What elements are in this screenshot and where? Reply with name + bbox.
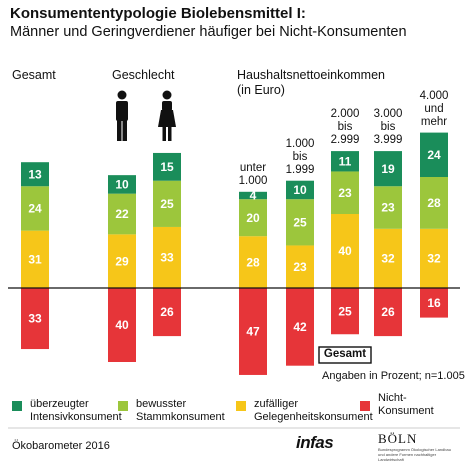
- bar-segment: [239, 288, 267, 375]
- chart-subtitle: Männer und Geringverdiener häufiger bei …: [10, 24, 407, 40]
- legend-swatch: [12, 401, 22, 411]
- bar-segment: [21, 162, 49, 187]
- data-label: 32: [427, 252, 441, 266]
- bar-segment: [286, 288, 314, 366]
- data-label: 23: [293, 260, 307, 274]
- bar-segment: [420, 177, 448, 229]
- legend-label: bewusster Stammkonsument: [136, 398, 225, 423]
- data-label: 23: [338, 186, 352, 200]
- x-tick-label: 1.000 bis 1.999: [285, 137, 315, 176]
- group-label: Geschlecht: [112, 68, 175, 82]
- data-label: 28: [246, 255, 260, 269]
- bar-segment: [21, 288, 49, 350]
- group-label: Gesamt: [12, 68, 56, 82]
- bar-segment: [108, 175, 136, 194]
- data-label: 26: [160, 305, 174, 319]
- legend-swatch: [360, 401, 370, 411]
- x-tick-label: 2.000 bis 2.999: [330, 108, 360, 147]
- data-label: 19: [381, 162, 395, 176]
- data-label: 26: [381, 305, 395, 319]
- bar-segment: [286, 199, 314, 246]
- logo-infas: infas: [296, 433, 334, 452]
- bar-segment: [420, 132, 448, 177]
- legend-label: überzeugter Intensivkonsument: [30, 398, 122, 423]
- data-label: 15: [160, 160, 174, 174]
- data-label: 16: [427, 296, 441, 310]
- data-label: 40: [115, 318, 129, 332]
- bar-segment: [153, 288, 181, 337]
- data-label: 29: [115, 254, 129, 268]
- data-label: 24: [427, 148, 441, 162]
- bar-segment: [153, 180, 181, 227]
- bar-segment: [21, 186, 49, 231]
- bar-segment: [108, 193, 136, 235]
- icon-man: [116, 90, 128, 141]
- data-label: 11: [339, 154, 352, 168]
- bar-segment: [374, 288, 402, 337]
- bar-segment: [374, 228, 402, 288]
- bar-segment: [420, 228, 448, 288]
- data-label: 4: [250, 189, 257, 203]
- note-box-label: Gesamt: [323, 348, 367, 360]
- data-label: 24: [28, 202, 42, 216]
- data-label: 20: [246, 211, 260, 225]
- data-label: 22: [115, 207, 129, 221]
- source: Ökobarometer 2016: [12, 440, 110, 452]
- bar-segment: [374, 186, 402, 229]
- bar-segment: [21, 230, 49, 288]
- data-label: 33: [160, 251, 174, 265]
- data-label: 31: [28, 252, 42, 266]
- bar-segment: [108, 288, 136, 362]
- bar-segment: [331, 288, 359, 335]
- icon-woman: [158, 90, 176, 141]
- bar-segment: [153, 226, 181, 288]
- bar-segment: [153, 152, 181, 181]
- legend-swatch: [118, 401, 128, 411]
- data-label: 40: [338, 244, 352, 258]
- bar-segment: [331, 214, 359, 288]
- bar-segment: [286, 245, 314, 288]
- bar-segment: [239, 236, 267, 288]
- legend-label: Nicht- Konsument: [378, 392, 434, 417]
- data-label: 25: [293, 215, 307, 229]
- bar-segment: [420, 288, 448, 318]
- data-label: 25: [160, 197, 174, 211]
- data-label: 42: [293, 320, 307, 334]
- data-label: 32: [381, 252, 395, 266]
- bar-segment: [239, 199, 267, 237]
- data-label: 23: [381, 201, 395, 215]
- logo-boeln-text: Bundesprogramm Ökologischer Landbau und …: [378, 447, 451, 462]
- x-tick-label: 3.000 bis 3.999: [373, 108, 403, 147]
- bar-segment: [331, 171, 359, 214]
- bar-segment: [239, 191, 267, 200]
- bar-segment: [374, 151, 402, 187]
- note-box: [318, 346, 372, 364]
- data-label: 10: [115, 178, 129, 192]
- chart-title: Konsumententypologie Biolebensmittel I:: [10, 5, 306, 22]
- data-label: 28: [427, 196, 441, 210]
- data-label: 33: [28, 312, 42, 326]
- data-label: 13: [28, 167, 42, 181]
- data-label: 47: [246, 325, 260, 339]
- logo-boeln: BÖLN: [378, 431, 418, 446]
- group-label: Haushaltsnettoeinkommen (in Euro): [237, 68, 385, 97]
- bar-segment: [331, 151, 359, 172]
- data-label: 10: [293, 183, 307, 197]
- bar-segment: [286, 180, 314, 200]
- bar-segment: [108, 234, 136, 288]
- x-tick-label: 4.000 und mehr: [419, 89, 449, 128]
- data-label: 25: [338, 304, 352, 318]
- x-tick-label: unter 1.000: [238, 161, 268, 187]
- legend-swatch: [236, 401, 246, 411]
- legend-label: zufälliger Gelegenheitskonsument: [254, 398, 373, 423]
- note: Angaben in Prozent; n=1.005: [322, 370, 465, 382]
